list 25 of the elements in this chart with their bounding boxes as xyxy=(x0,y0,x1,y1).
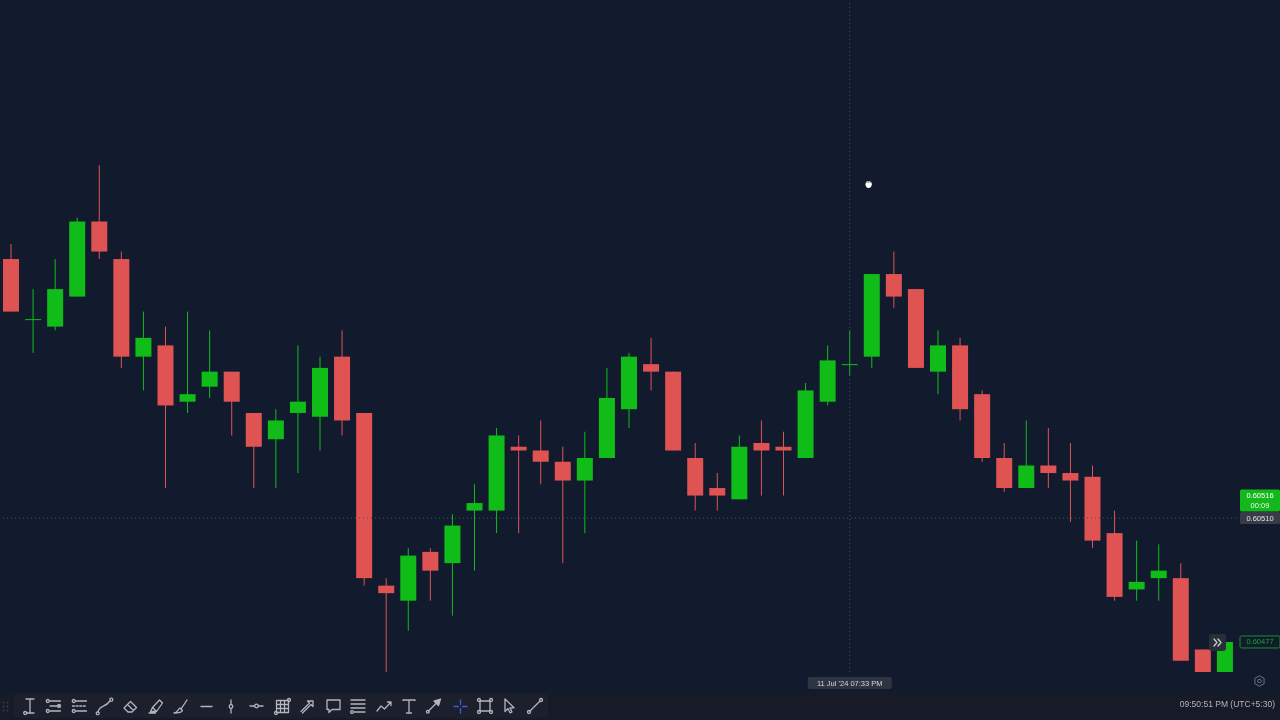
candlestick xyxy=(532,419,549,485)
candlestick xyxy=(422,547,439,602)
candlestick xyxy=(201,329,218,399)
candlestick xyxy=(576,431,593,534)
candlestick xyxy=(643,337,660,391)
candlestick xyxy=(1040,427,1057,489)
candlestick xyxy=(775,431,792,497)
candlestick xyxy=(753,419,770,497)
candlestick xyxy=(885,251,902,309)
candlestick xyxy=(135,311,152,391)
candlestick xyxy=(1150,543,1167,602)
candlestick xyxy=(554,446,571,564)
candlestick xyxy=(25,288,42,354)
text: 09:50:51 PM (UTC+5:30) xyxy=(1179,698,1275,710)
candlestick xyxy=(466,483,483,572)
candlestick xyxy=(709,472,726,512)
candlestick xyxy=(378,577,395,672)
candlestick xyxy=(1128,540,1145,602)
candlestick xyxy=(510,434,527,534)
candlestick xyxy=(841,329,858,376)
candlestick xyxy=(1062,442,1079,523)
candlestick xyxy=(267,408,284,489)
candlestick xyxy=(179,311,196,414)
candlestick xyxy=(1018,419,1035,489)
candlestick xyxy=(289,344,306,474)
